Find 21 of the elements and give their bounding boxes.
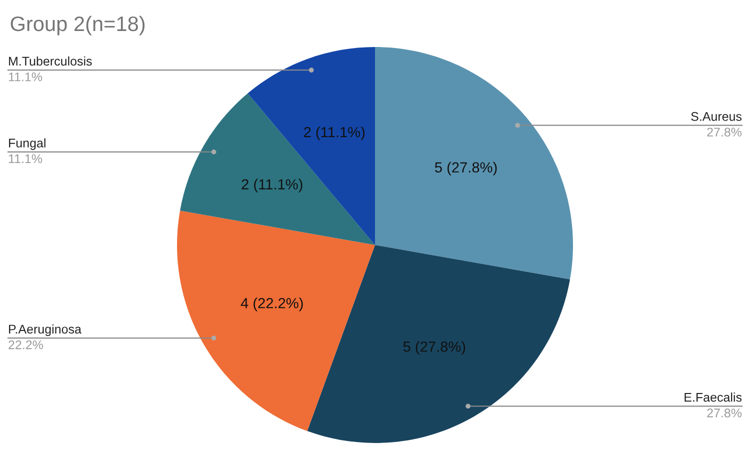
data-label: 2 (11.1%)	[304, 126, 365, 140]
text: 27.8%	[707, 128, 742, 137]
slice-label: E.Faecalis	[684, 392, 742, 402]
slice-label: P.Aeruginosa	[9, 324, 82, 336]
slice-label: M.Tuberculosis	[9, 56, 92, 66]
data-label: 2 (11.1%)	[242, 178, 302, 192]
text: 22.2%	[8, 340, 43, 350]
pie-slice	[248, 47, 375, 245]
data-label: 4 (22.2%)	[240, 298, 303, 312]
text: 11.1%	[8, 154, 42, 164]
text: 11.1%	[8, 72, 42, 82]
slice-label: S.Aureus	[691, 112, 742, 121]
pie-slice	[180, 93, 375, 245]
data-label: 5 (27.8%)	[434, 162, 497, 176]
chart-title: Group 2(n=18)	[10, 16, 145, 36]
slice-label: Fungal	[9, 138, 46, 150]
pie-slice	[177, 210, 375, 432]
pie-slice	[375, 47, 573, 280]
text: 27.8%	[707, 408, 742, 418]
pie-slice	[307, 245, 570, 443]
data-label: 5 (27.8%)	[403, 341, 466, 355]
